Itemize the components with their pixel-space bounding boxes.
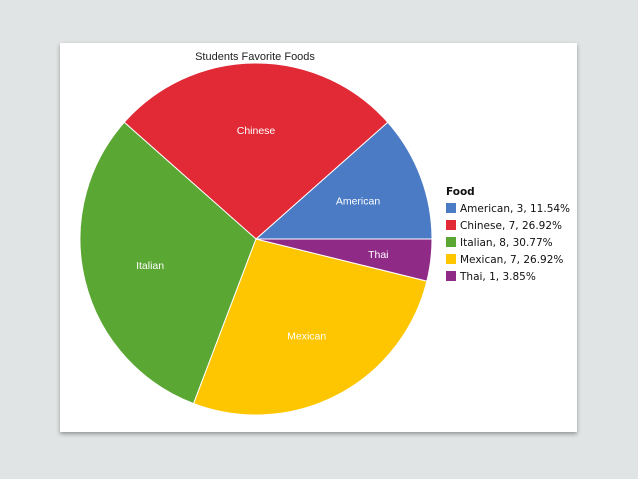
pie-slice-american — [254, 121, 433, 240]
legend-swatch-chinese — [446, 220, 456, 230]
pie-slice-italian — [79, 121, 257, 405]
pie-chart: Students Favorite Foods American Chinese I… — [79, 51, 570, 416]
pie-slice-thai — [255, 238, 433, 282]
legend-item-mexican: Mexican, 7, 26.92% — [460, 254, 563, 266]
chart-card: Students Favorite Foods American Chinese I… — [60, 43, 577, 432]
legend: Food American, 3, 11.54% Chinese, 7, 26.9… — [446, 186, 570, 283]
legend-item-thai: Thai, 1, 3.85% — [459, 271, 536, 283]
legend-swatch-american — [446, 203, 456, 213]
legend-swatch-mexican — [446, 254, 456, 264]
pie-slice-mexican — [192, 238, 428, 416]
legend-item-chinese: Chinese, 7, 26.92% — [460, 220, 562, 232]
legend-item-italian: Italian, 8, 30.77% — [460, 237, 553, 249]
legend-swatch-italian — [446, 237, 456, 247]
slice-label-american: American — [336, 195, 381, 207]
chart-title: Students Favorite Foods — [195, 51, 315, 63]
pie-slice-labels: American Chinese Italian Mexican Thai — [136, 125, 388, 343]
legend-title: Food — [446, 186, 475, 198]
slice-label-thai: Thai — [368, 249, 388, 261]
slice-label-italian: Italian — [136, 260, 164, 272]
pie-slice-chinese — [123, 62, 389, 240]
slice-label-mexican: Mexican — [287, 331, 326, 343]
legend-swatch-thai — [446, 271, 456, 281]
slice-label-chinese: Chinese — [237, 125, 276, 137]
pie-slices — [79, 62, 433, 416]
legend-item-american: American, 3, 11.54% — [460, 203, 570, 215]
